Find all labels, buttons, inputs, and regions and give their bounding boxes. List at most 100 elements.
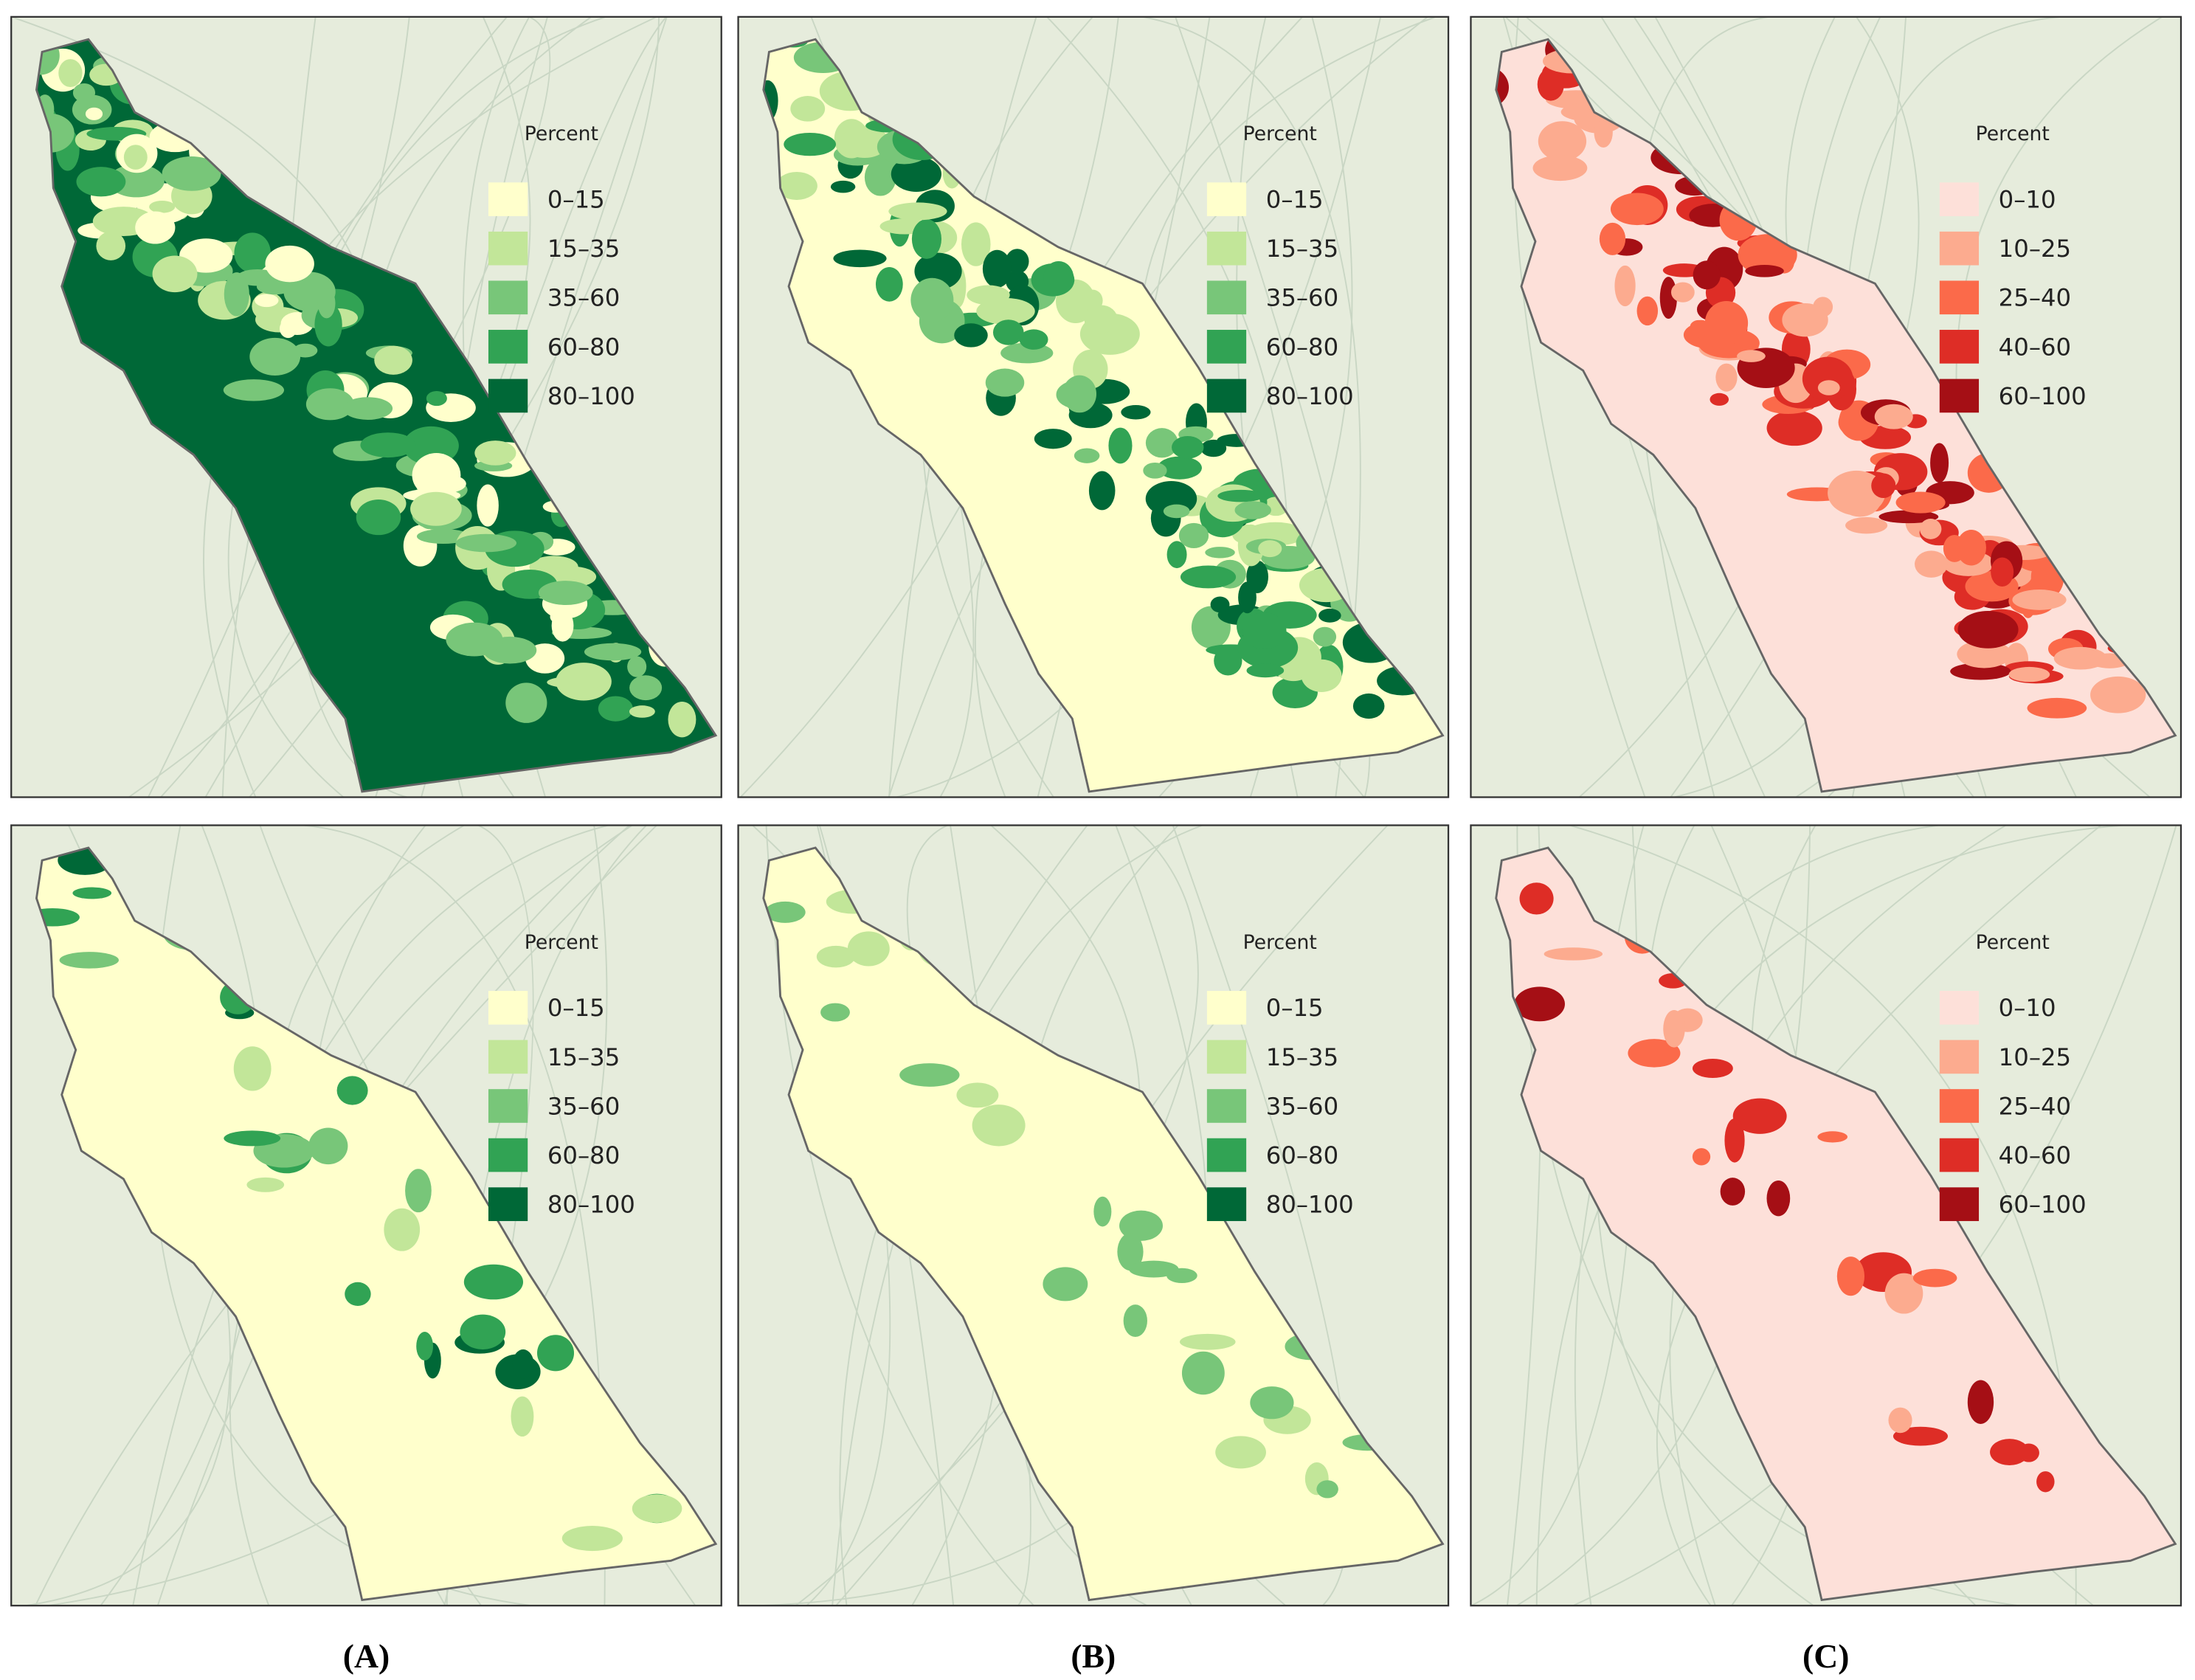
map-patch: [864, 159, 896, 196]
map-patch: [982, 249, 1012, 288]
map-patch: [1200, 439, 1227, 457]
map-patch: [512, 1349, 534, 1379]
map-patch: [505, 682, 547, 723]
map-patch: [1215, 1436, 1266, 1469]
map-patch: [1836, 1256, 1865, 1296]
legend-label: 40–60: [1999, 333, 2071, 361]
map-patch: [336, 1076, 368, 1105]
map-patch: [474, 440, 516, 466]
map-patch: [343, 397, 393, 420]
map-patch: [784, 132, 836, 156]
legend-label: 15–35: [1266, 235, 1338, 263]
panel-label: (A): [343, 1637, 390, 1675]
map-patch: [598, 696, 633, 722]
map-patch: [1817, 1131, 1848, 1143]
map-patch: [1121, 404, 1151, 420]
legend-label: 0–15: [547, 186, 605, 214]
map-patch: [224, 1130, 281, 1147]
map-patch: [2027, 697, 2087, 719]
map-patch: [547, 676, 609, 689]
map-patch: [1599, 222, 1626, 255]
map-patch: [899, 1063, 960, 1087]
legend-label: 0–10: [1999, 994, 2056, 1022]
legend-title: Percent: [1243, 122, 1317, 145]
map-patch: [162, 156, 221, 191]
map-patch: [1990, 1439, 2029, 1466]
map-panel: Percent 0–10 10–25 25–40 40–60 60–100: [1470, 15, 2182, 798]
map-patch: [463, 1264, 524, 1300]
map-patch: [477, 484, 499, 527]
map-patch: [1084, 305, 1118, 333]
map-patch: [223, 379, 285, 401]
map-patch: [764, 901, 806, 923]
map-patch: [1884, 1273, 1923, 1314]
map-patch: [1874, 404, 1913, 429]
map-panel: Percent 0–10 10–25 25–40 40–60 60–100: [1470, 824, 2182, 1607]
map-patch: [910, 277, 954, 322]
map-patch: [345, 1282, 371, 1307]
map-patch: [76, 167, 126, 197]
map-patch: [816, 945, 856, 968]
map-patch: [1693, 260, 1721, 290]
map-patch: [384, 1208, 421, 1251]
legend-swatch: [1939, 1040, 1980, 1074]
map-patch: [1234, 501, 1271, 519]
map-patch: [1180, 565, 1237, 589]
map-patch: [1991, 557, 2014, 587]
map-patch: [426, 390, 447, 407]
map-patch: [1157, 456, 1202, 480]
map-patch: [1217, 489, 1265, 502]
map-patch: [627, 656, 647, 677]
map-patch: [1663, 1009, 1685, 1048]
map-patch: [561, 1526, 623, 1552]
map-patch: [1043, 260, 1074, 295]
map-patch: [911, 219, 942, 259]
map-patch: [972, 1105, 1026, 1147]
legend-swatch: [1206, 1040, 1247, 1074]
legend-label: 80–100: [547, 382, 635, 410]
map-patch: [135, 211, 176, 244]
map-patch: [956, 1082, 999, 1108]
map-patch: [1628, 1039, 1681, 1068]
legend-swatch: [488, 1187, 528, 1221]
legend-swatch: [488, 1089, 528, 1123]
map-patch: [992, 319, 1024, 345]
map-panel: Percent 0–15 15–35 35–60 60–80 80–100: [10, 15, 722, 798]
map-patch: [511, 1396, 534, 1437]
map-patch: [1888, 1407, 1912, 1434]
map-patch: [1210, 596, 1230, 613]
map-patch: [1544, 947, 1603, 961]
map-patch: [954, 323, 988, 348]
map-patch: [96, 231, 126, 260]
legend-swatch: [1939, 231, 1980, 266]
legend-swatch: [1206, 280, 1247, 315]
map-patch: [1610, 193, 1664, 226]
map-patch: [1745, 265, 1784, 277]
map-patch: [1258, 540, 1282, 558]
map-patch: [1178, 522, 1209, 548]
map-patch: [1123, 1304, 1147, 1337]
map-patch: [256, 278, 294, 295]
legend-swatch: [1206, 330, 1247, 364]
legend-swatch: [1939, 990, 1980, 1025]
map-patch: [1093, 1196, 1112, 1227]
basemap-line: [1142, 15, 1361, 798]
patches: [1496, 39, 2146, 719]
map-patch: [1956, 530, 1986, 566]
map-patch: [1088, 471, 1116, 511]
map-patch: [1532, 155, 1588, 182]
map-patch: [1062, 375, 1097, 413]
map-patch: [246, 1177, 285, 1192]
map-patch: [2012, 590, 2067, 610]
map-patch: [1838, 409, 1861, 435]
legend-swatch: [488, 378, 528, 413]
map-patch: [1670, 282, 1695, 303]
map-patch: [550, 609, 571, 624]
map-patch: [2008, 666, 2050, 682]
legend-label: 15–35: [547, 1043, 620, 1071]
panel-frame: [737, 15, 1450, 798]
map-patch: [1594, 117, 1613, 148]
map-patch: [224, 272, 249, 317]
